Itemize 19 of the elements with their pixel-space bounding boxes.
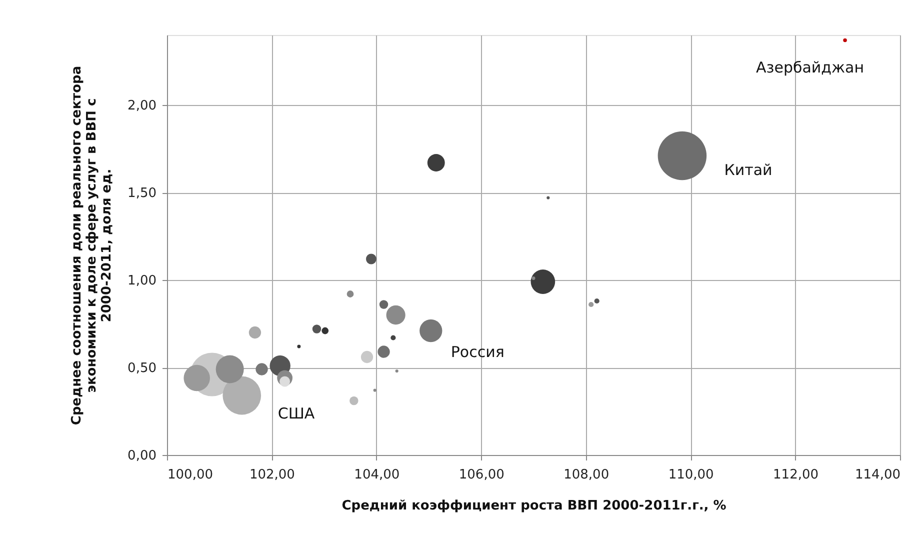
x-tick-label: 100,00 [168, 468, 213, 482]
y-axis-title: Среднее соотношения доли реального сектора экономики к доле сфере услуг в ВВП с 2000-2011, доля ед. [70, 66, 115, 426]
y-tick-label: 0,00 [128, 448, 156, 464]
y-tick-label: 2,00 [128, 98, 156, 114]
annotation: Китай [724, 160, 772, 179]
x-tick-label: 106,00 [458, 468, 504, 482]
y-tick-label: 0,50 [128, 361, 156, 376]
x-tick-label: 114,00 [855, 468, 900, 482]
y-tick-label: 1,00 [128, 274, 156, 288]
x-tick-label: 112,00 [773, 468, 819, 482]
x-tick-label: 110,00 [668, 468, 714, 482]
x-axis-title: Средний коэффициент роста ВВП 2000-2011г.г., % [342, 498, 726, 514]
x-tick-label: 108,00 [564, 468, 610, 482]
annotation: Россия [450, 342, 504, 361]
annotation: Азербайджан [756, 58, 864, 76]
y-tick-label: 1,50 [128, 186, 156, 201]
annotation: США [278, 404, 316, 422]
x-tick-label: 102,00 [249, 468, 295, 482]
x-tick-label: 104,00 [354, 468, 400, 482]
